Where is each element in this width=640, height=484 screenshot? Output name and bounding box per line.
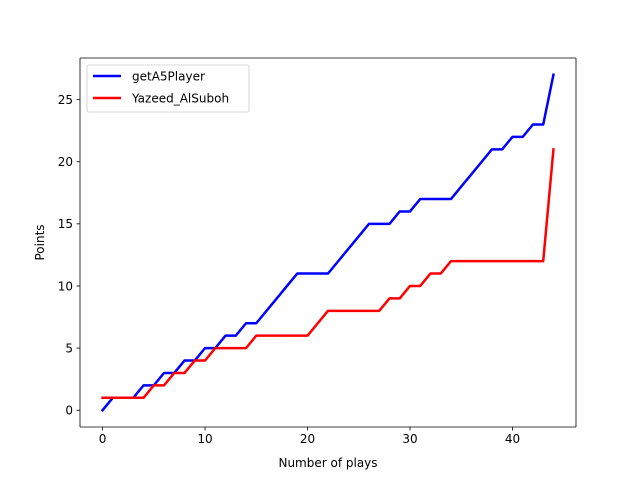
y-tick-label: 15 (58, 217, 73, 231)
series-layer (100, 73, 555, 412)
series-line-getA5Player (100, 73, 555, 412)
legend-label-getA5Player: getA5Player (132, 70, 205, 84)
x-tick-label: 10 (197, 432, 212, 446)
y-tick-label: 0 (65, 404, 73, 418)
plot-background (80, 58, 576, 427)
y-tick-label: 5 (65, 341, 73, 355)
x-tick-label: 40 (505, 432, 520, 446)
axes-frame (79, 57, 577, 428)
legend: getA5Player Yazeed_AlSuboh (86, 64, 250, 113)
x-tick-label: 20 (300, 432, 315, 446)
x-axis-ticks: 0 10 20 30 40 (99, 427, 520, 446)
legend-label-Yazeed_AlSuboh: Yazeed_AlSuboh (131, 92, 229, 106)
x-tick-label: 0 (99, 432, 107, 446)
y-tick-label: 25 (58, 93, 73, 107)
x-tick-label: 30 (402, 432, 417, 446)
y-tick-label: 20 (58, 155, 73, 169)
y-axis-label: Points (33, 224, 47, 260)
y-tick-label: 10 (58, 279, 73, 293)
y-axis-ticks: 0 5 10 15 20 25 (58, 93, 80, 418)
x-axis-label: Number of plays (278, 456, 377, 470)
series-line-Yazeed_AlSuboh (101, 147, 555, 400)
legend-box (86, 64, 250, 113)
